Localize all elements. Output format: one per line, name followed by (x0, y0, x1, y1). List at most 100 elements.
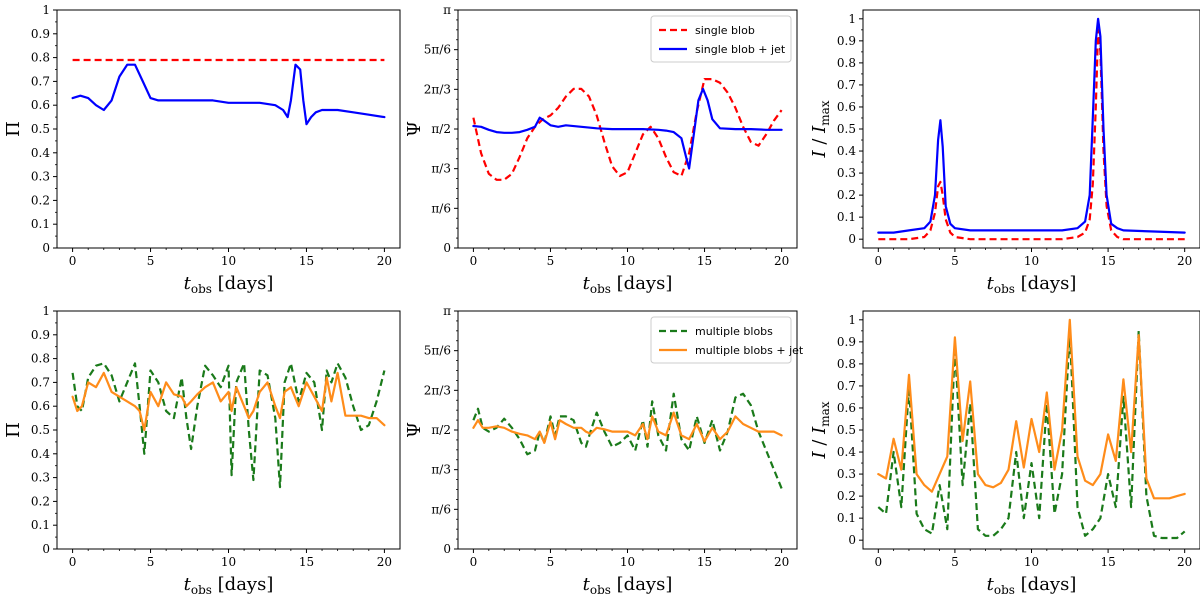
y-tick-label: 0.2 (31, 494, 50, 508)
y-tick-label: 0.6 (837, 401, 856, 415)
x-tick-label: 5 (147, 555, 155, 569)
x-tick-label: 10 (1024, 254, 1039, 268)
y-tick-label: 0 (42, 241, 50, 255)
y-tick-label: 0.8 (837, 357, 856, 371)
legend-label: single blob + jet (695, 43, 786, 56)
y-axis-label: I / Imax (809, 100, 832, 158)
series-line-1 (472, 411, 783, 444)
x-tick-label: 0 (874, 254, 882, 268)
x-tick-label: 5 (147, 254, 155, 268)
y-tick-label: 5π/6 (424, 43, 451, 57)
x-tick-label: 15 (299, 555, 314, 569)
x-tick-label: 5 (951, 254, 959, 268)
y-tick-label: 0.1 (31, 518, 50, 532)
x-tick-label: 10 (620, 254, 635, 268)
x-tick-label: 15 (1100, 254, 1115, 268)
y-tick-label: 0.8 (31, 352, 50, 366)
y-tick-label: 0.3 (837, 166, 856, 180)
y-tick-label: 0.6 (31, 399, 50, 413)
x-tick-label: 20 (377, 254, 392, 268)
y-tick-label: 0.4 (31, 146, 50, 160)
y-tick-label: 0.7 (837, 78, 856, 92)
x-axis-label: tobs [days] (583, 574, 673, 597)
chart-panel-p3: 0 5 10 15 20 0 0.1 0.2 0.3 0.4 0.5 0.6 0.7 0.8 0.9 1 tob… (809, 9, 1200, 296)
legend-label: multiple blobs + jet (695, 344, 804, 357)
y-tick-label: 0.9 (31, 27, 50, 41)
x-tick-label: 20 (774, 555, 789, 569)
x-tick-label: 0 (470, 254, 478, 268)
series-line-0 (878, 28, 1185, 241)
y-tick-label: 0.5 (837, 423, 856, 437)
y-tick-label: 0.1 (837, 210, 856, 224)
plot-frame (56, 310, 401, 550)
chart-panel-p2: 0 5 10 15 20 0 π/6 π/3 π/2 2π/3 5π/6 π tobs [days] Ψs… (404, 3, 798, 296)
y-tick-label: 0 (443, 241, 451, 255)
y-tick-label: 0.2 (837, 489, 856, 503)
y-tick-label: 1 (42, 3, 50, 17)
y-tick-label: 0.9 (837, 34, 856, 48)
y-tick-label: 0.5 (837, 122, 856, 136)
series-line-1 (472, 87, 783, 170)
x-tick-label: 15 (697, 555, 712, 569)
chart-panel-p1: 0 5 10 15 20 0 0.1 0.2 0.3 0.4 0.5 0.6 0.7 0.8 0.9 1 tob… (3, 3, 401, 296)
y-tick-label: π (443, 3, 451, 17)
series-line-1 (71, 371, 386, 432)
y-tick-label: 2π/3 (424, 383, 451, 397)
y-axis-label: Ψ (404, 422, 425, 438)
y-tick-label: 0.5 (31, 423, 50, 437)
legend: single blob single blob + jet (650, 15, 792, 63)
y-tick-label: 0.5 (31, 122, 50, 136)
y-tick-label: π/2 (431, 122, 451, 136)
legend: multiple blobs multiple blobs + jet (650, 316, 804, 364)
y-tick-label: 0.3 (837, 467, 856, 481)
y-tick-label: 0.3 (31, 170, 50, 184)
series-line-0 (472, 392, 783, 489)
x-tick-label: 5 (547, 555, 555, 569)
legend-label: single blob (695, 24, 755, 37)
y-tick-label: 0.7 (31, 375, 50, 389)
series-line-0 (877, 329, 1186, 540)
y-tick-label: 0.7 (837, 379, 856, 393)
x-tick-label: 20 (1177, 555, 1192, 569)
y-axis-label: I / Imax (809, 401, 832, 459)
series-line-1 (877, 318, 1186, 500)
x-tick-label: 15 (299, 254, 314, 268)
x-tick-label: 0 (69, 555, 77, 569)
y-tick-label: 1 (848, 12, 856, 26)
x-axis-label: tobs [days] (987, 273, 1077, 296)
x-tick-label: 20 (774, 254, 789, 268)
x-tick-label: 20 (1177, 254, 1192, 268)
legend-box (650, 15, 792, 63)
y-tick-label: 0.8 (837, 56, 856, 70)
y-axis-label: Π (3, 121, 24, 137)
legend-label: multiple blobs (695, 325, 773, 338)
y-tick-label: 0.8 (31, 51, 50, 65)
chart-panel-p5: 0 5 10 15 20 0 π/6 π/3 π/2 2π/3 5π/6 π tobs [days] Ψm… (404, 304, 804, 597)
x-axis-label: tobs [days] (184, 574, 274, 597)
series-line-1 (71, 63, 386, 126)
x-tick-label: 5 (547, 254, 555, 268)
x-tick-label: 0 (470, 555, 478, 569)
y-tick-label: 0.4 (837, 445, 856, 459)
x-tick-label: 15 (697, 254, 712, 268)
x-tick-label: 10 (1024, 555, 1039, 569)
y-axis-label: Ψ (404, 121, 425, 137)
y-tick-label: 0 (848, 232, 856, 246)
x-tick-label: 20 (377, 555, 392, 569)
y-tick-label: 2π/3 (424, 82, 451, 96)
y-tick-label: 0 (443, 542, 451, 556)
legend-box (650, 316, 792, 364)
y-tick-label: π (443, 304, 451, 318)
y-tick-label: 0.1 (31, 217, 50, 231)
x-tick-label: 15 (1100, 555, 1115, 569)
x-tick-label: 5 (951, 555, 959, 569)
y-axis-label: Π (3, 422, 24, 438)
x-axis-label: tobs [days] (583, 273, 673, 296)
y-tick-label: π/3 (431, 463, 451, 477)
y-tick-label: 0.4 (31, 447, 50, 461)
y-tick-label: 0.2 (31, 193, 50, 207)
x-tick-label: 0 (69, 254, 77, 268)
x-tick-label: 0 (874, 555, 882, 569)
y-tick-label: 0.6 (837, 100, 856, 114)
